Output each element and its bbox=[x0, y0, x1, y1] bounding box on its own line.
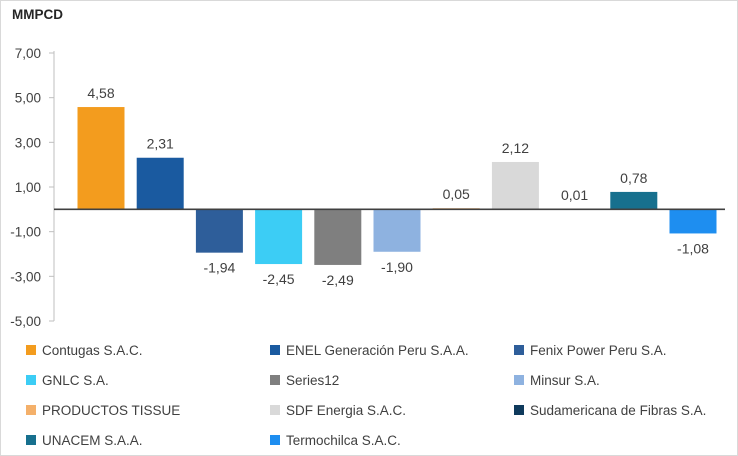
bar-11 bbox=[669, 209, 717, 234]
data-label: -1,94 bbox=[203, 260, 235, 276]
y-tick-label: -5,00 bbox=[10, 314, 41, 329]
data-label: -2,45 bbox=[263, 271, 295, 287]
y-tick-label: 5,00 bbox=[15, 91, 41, 106]
bar-6 bbox=[373, 209, 421, 252]
y-tick-label: -3,00 bbox=[10, 269, 41, 284]
bar-4 bbox=[255, 209, 303, 265]
data-label: 2,12 bbox=[502, 140, 529, 156]
data-label: 0,78 bbox=[620, 170, 647, 186]
bar-5 bbox=[314, 209, 362, 265]
data-label: 0,01 bbox=[561, 187, 588, 203]
data-label: 0,05 bbox=[443, 186, 470, 202]
bar-3 bbox=[195, 209, 243, 253]
bar-2 bbox=[136, 157, 184, 210]
y-tick-label: -1,00 bbox=[10, 225, 41, 240]
data-label: 4,58 bbox=[87, 85, 114, 101]
bar-8 bbox=[491, 161, 539, 210]
y-tick-label: 3,00 bbox=[15, 135, 41, 150]
data-label: 2,31 bbox=[147, 136, 174, 152]
y-tick-label: 7,00 bbox=[15, 46, 41, 61]
data-label: -1,08 bbox=[677, 240, 709, 256]
data-label: -1,90 bbox=[381, 259, 413, 275]
bar-1 bbox=[77, 107, 125, 210]
data-label: -2,49 bbox=[322, 272, 354, 288]
y-tick-label: 1,00 bbox=[15, 180, 41, 195]
bar-10 bbox=[610, 191, 658, 210]
y-unit-label: MMPCD bbox=[12, 7, 63, 22]
